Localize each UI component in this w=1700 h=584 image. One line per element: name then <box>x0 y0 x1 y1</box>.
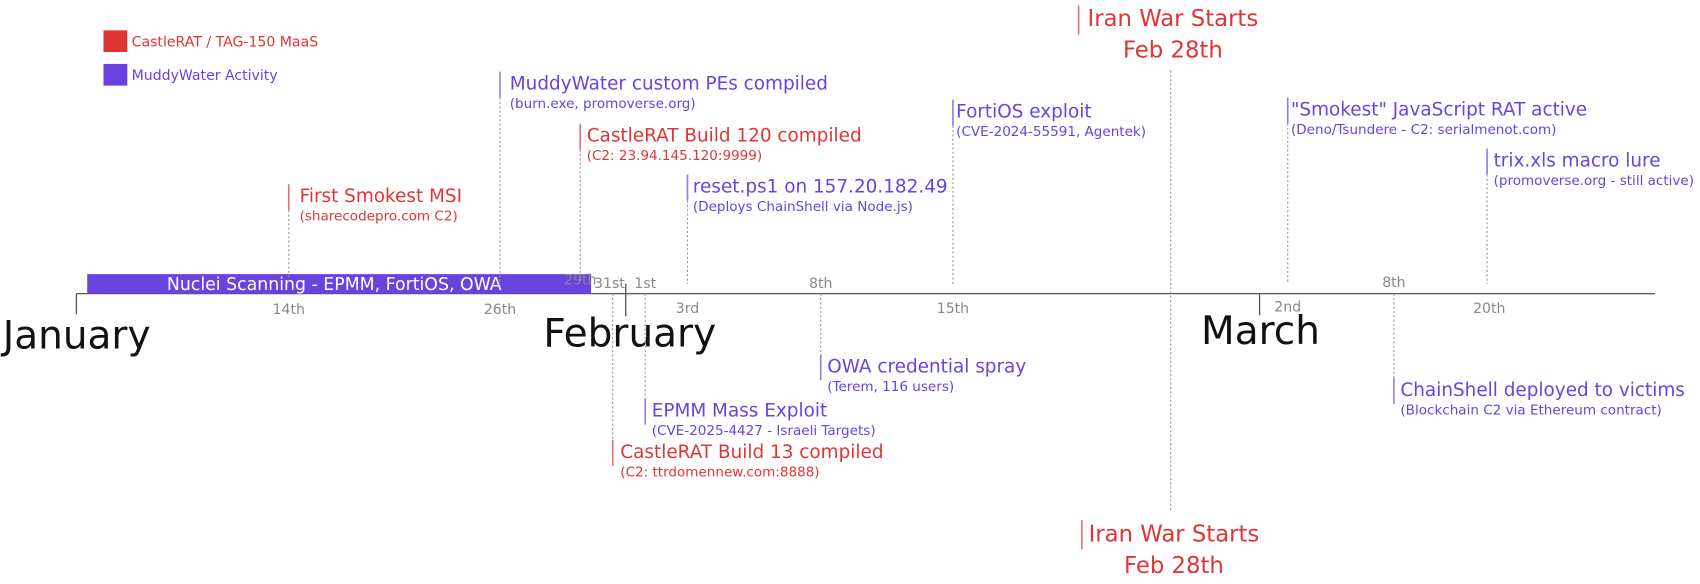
event-title: trix.xls macro lure <box>1494 150 1661 171</box>
event-subtitle: (C2: ttrdomennew.com:8888) <box>620 464 819 480</box>
month-label: January <box>0 314 151 359</box>
legend-swatch <box>103 30 128 53</box>
event-title: OWA credential spray <box>827 356 1026 377</box>
scan-bar-label: Nuclei Scanning - EPMM, FortiOS, OWA <box>167 275 502 295</box>
day-label: 8th <box>809 276 832 292</box>
event-subtitle: (promoverse.org - still active) <box>1494 173 1694 189</box>
day-label: 20th <box>1473 301 1505 317</box>
legend-label: MuddyWater Activity <box>132 68 278 84</box>
scan-bar <box>87 274 592 294</box>
month-label: March <box>1201 309 1320 354</box>
war-label: Iran War Starts <box>1089 522 1260 548</box>
event-title: CastleRAT Build 13 compiled <box>620 442 883 463</box>
event-subtitle: (Terem, 116 users) <box>827 379 954 395</box>
day-label: 26th <box>484 302 516 318</box>
event-title: CastleRAT Build 120 compiled <box>587 126 862 147</box>
day-label: 2nd <box>1274 300 1301 316</box>
event-title: ChainShell deployed to victims <box>1400 380 1684 401</box>
event-subtitle: (CVE-2024-55591, Agentek) <box>956 124 1146 140</box>
event-title: FortiOS exploit <box>956 102 1091 123</box>
day-label: 31st <box>594 276 625 292</box>
day-label: 14th <box>273 302 305 318</box>
event-title: "Smokest" JavaScript RAT active <box>1291 100 1587 121</box>
legend-swatch <box>103 63 128 86</box>
legend-label: CastleRAT / TAG-150 MaaS <box>132 34 319 50</box>
event-title: reset.ps1 on 157.20.182.49 <box>693 176 948 197</box>
event-title: MuddyWater custom PEs compiled <box>510 74 828 95</box>
event-subtitle: (Blockchain C2 via Ethereum contract) <box>1400 403 1661 419</box>
event-subtitle: (sharecodepro.com C2) <box>300 209 458 225</box>
event-title: First Smokest MSI <box>300 186 462 207</box>
day-label: 8th <box>1382 275 1405 291</box>
event-subtitle: (C2: 23.94.145.120:9999) <box>587 148 762 164</box>
day-label: 3rd <box>676 301 699 317</box>
war-label: Feb 28th <box>1123 37 1223 63</box>
war-label: Feb 28th <box>1124 553 1224 579</box>
event-subtitle: (Deploys ChainShell via Node.js) <box>693 199 913 215</box>
event-subtitle: (burn.exe, promoverse.org) <box>510 96 696 112</box>
day-label: 15th <box>937 301 969 317</box>
day-label: 1st <box>634 276 656 292</box>
war-label: Iran War Starts <box>1088 6 1259 32</box>
event-subtitle: (Deno/Tsundere - C2: serialmenot.com) <box>1291 122 1556 138</box>
month-label: February <box>543 311 716 356</box>
event-subtitle: (CVE-2025-4427 - Israeli Targets) <box>652 423 876 439</box>
event-title: EPMM Mass Exploit <box>652 401 827 422</box>
